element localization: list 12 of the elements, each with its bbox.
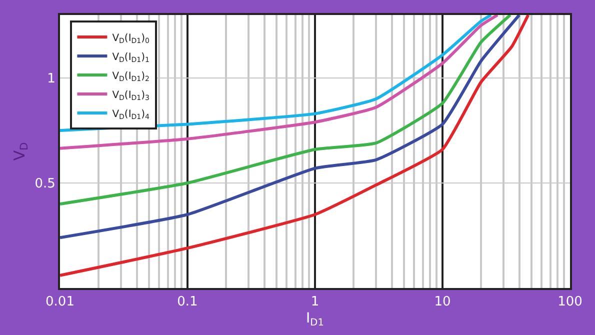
legend-label: V$_{D}$(I$_{D1}$)$_{1}$: [112, 52, 150, 64]
x-tick-label: 0.01: [46, 294, 74, 310]
x-axis-title: I$_{D1}$: [306, 310, 324, 328]
legend-label: V$_{D}$(I$_{D1}$)$_{3}$: [112, 90, 150, 102]
legend-label: V$_{D}$(I$_{D1}$)$_{2}$: [112, 70, 150, 83]
x-tick-label: 10: [434, 294, 451, 310]
legend-label: V$_{D}$(I$_{D1}$)$_{4}$: [112, 108, 150, 121]
x-tick-label: 0.1: [177, 294, 198, 310]
x-tick-label: 100: [558, 294, 582, 310]
x-tick-label: 1: [310, 294, 320, 310]
legend-label: V$_{D}$(I$_{D1}$)$_{0}$: [112, 32, 150, 45]
y-tick-label: 0.5: [34, 176, 56, 192]
